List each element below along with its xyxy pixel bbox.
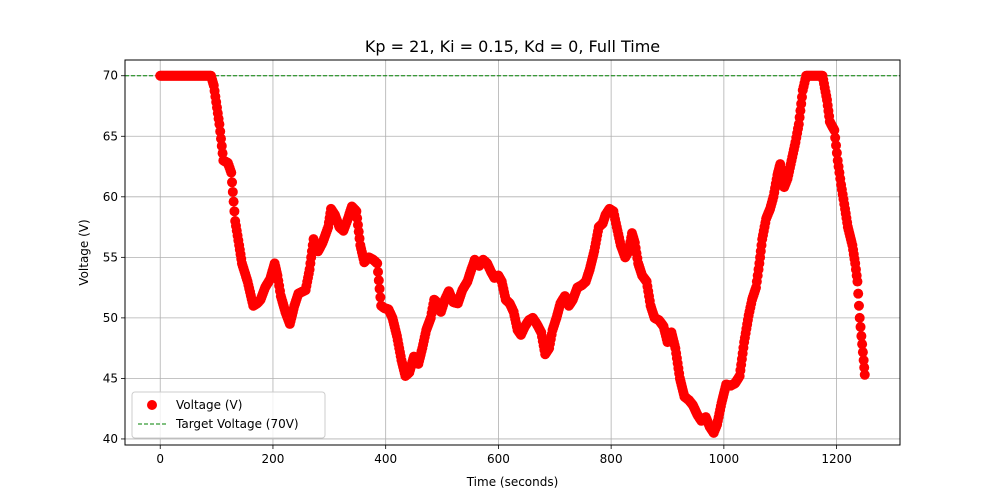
voltage-point: [858, 355, 869, 366]
x-tick-label: 1000: [709, 452, 740, 466]
voltage-point: [227, 186, 238, 197]
y-tick-label: 65: [103, 129, 118, 143]
voltage-point: [217, 148, 228, 159]
legend: Voltage (V) Target Voltage (70V): [131, 391, 326, 439]
data-points: [155, 70, 870, 438]
voltage-point: [853, 300, 864, 311]
voltage-point: [855, 321, 866, 332]
x-tick-label: 1200: [821, 452, 852, 466]
legend-label-voltage: Voltage (V): [176, 398, 242, 412]
chart-title: Kp = 21, Ki = 0.15, Kd = 0, Full Time: [365, 37, 660, 56]
voltage-point: [857, 347, 868, 358]
x-tick-label: 800: [600, 452, 623, 466]
y-tick-label: 60: [103, 190, 118, 204]
voltage-point: [852, 276, 863, 287]
voltage-point: [831, 140, 842, 151]
x-tick-label: 0: [156, 452, 164, 466]
voltage-point: [831, 147, 842, 158]
voltage-point: [859, 362, 870, 373]
voltage-point: [854, 312, 865, 323]
voltage-point: [857, 339, 868, 350]
x-tick-label: 200: [262, 452, 285, 466]
x-axis-label: Time (seconds): [466, 475, 559, 489]
voltage-point: [373, 266, 384, 277]
voltage-point: [830, 132, 841, 143]
voltage-point: [215, 126, 226, 137]
voltage-point: [829, 125, 840, 136]
voltage-point: [216, 140, 227, 151]
legend-label-target: Target Voltage (70V): [175, 417, 299, 431]
y-tick-label: 50: [103, 311, 118, 325]
y-tick-label: 70: [103, 69, 118, 83]
x-axis-ticks: 0 200 400 600 800 1000 1200: [156, 445, 852, 466]
y-tick-label: 45: [103, 371, 118, 385]
plot-frame: [124, 59, 901, 446]
y-axis-ticks: 40 45 50 55 60 65 70: [103, 69, 125, 446]
legend-box: [131, 391, 326, 439]
voltage-point: [372, 258, 383, 269]
y-axis-label: Voltage (V): [77, 219, 91, 285]
x-tick-label: 400: [374, 452, 397, 466]
voltage-point: [373, 275, 384, 286]
voltage-point: [215, 133, 226, 144]
voltage-point: [859, 369, 870, 380]
voltage-point: [374, 283, 385, 294]
voltage-point: [226, 167, 237, 178]
x-tick-label: 600: [487, 452, 510, 466]
voltage-point: [214, 119, 225, 130]
voltage-point: [228, 196, 239, 207]
voltage-point: [229, 206, 240, 217]
voltage-point: [856, 331, 867, 342]
legend-marker-voltage: [147, 400, 157, 410]
voltage-point: [853, 288, 864, 299]
y-tick-label: 55: [103, 250, 118, 264]
y-tick-label: 40: [103, 432, 118, 446]
voltage-point: [227, 177, 238, 188]
voltage-point: [375, 292, 386, 303]
